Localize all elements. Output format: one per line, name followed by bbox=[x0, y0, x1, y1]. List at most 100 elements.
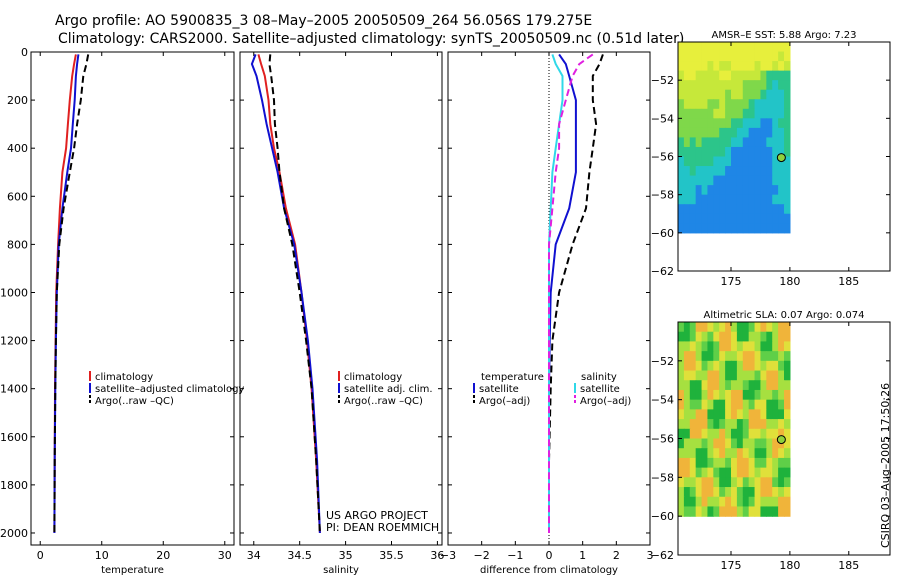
map-cell bbox=[678, 137, 685, 148]
map-cell bbox=[713, 166, 720, 177]
map-cell bbox=[736, 477, 744, 488]
map-cell bbox=[748, 99, 756, 110]
map-cell bbox=[701, 118, 709, 129]
map-cell bbox=[678, 360, 685, 372]
map-cell bbox=[707, 42, 714, 53]
map-cell bbox=[754, 467, 762, 478]
map-cell bbox=[701, 89, 709, 100]
map-cell bbox=[719, 166, 726, 177]
map-cell bbox=[707, 341, 714, 352]
map-cell bbox=[736, 428, 744, 440]
map-cell bbox=[695, 118, 703, 129]
y-tick-label: 1000 bbox=[0, 286, 28, 299]
map-cell bbox=[778, 166, 785, 177]
map-cell bbox=[766, 487, 773, 498]
map-cell bbox=[748, 331, 756, 343]
map-cell bbox=[748, 409, 756, 420]
map-cell bbox=[678, 438, 685, 449]
map-cell bbox=[760, 194, 767, 205]
map-cell bbox=[766, 194, 773, 205]
map-cell bbox=[701, 370, 709, 381]
map-cell bbox=[689, 496, 697, 508]
map-cell bbox=[683, 166, 691, 177]
x-tick-label: −1 bbox=[507, 549, 523, 562]
map-cell bbox=[725, 61, 732, 72]
map-cell bbox=[707, 70, 714, 81]
map-cell bbox=[695, 42, 703, 53]
map-cell bbox=[719, 80, 726, 91]
map-cell bbox=[689, 223, 697, 234]
map-cell bbox=[695, 322, 703, 333]
map-cell bbox=[719, 457, 726, 469]
map-cell bbox=[736, 70, 744, 81]
map-cell bbox=[784, 185, 791, 196]
map-cell bbox=[748, 80, 756, 91]
map-cell bbox=[754, 448, 762, 459]
map-cell bbox=[701, 156, 709, 167]
map-cell bbox=[725, 448, 732, 459]
map-cell bbox=[748, 477, 756, 488]
map-cell bbox=[695, 99, 703, 110]
map-cell bbox=[754, 213, 762, 224]
map-cell bbox=[689, 477, 697, 488]
y-tick-label: −60 bbox=[651, 227, 674, 240]
map-cell bbox=[725, 118, 732, 129]
map-cell bbox=[766, 448, 773, 459]
map-cell bbox=[748, 360, 756, 372]
map-cell bbox=[713, 380, 720, 391]
map-cell bbox=[719, 331, 726, 343]
map-cell bbox=[778, 89, 785, 100]
map-cell bbox=[678, 204, 685, 215]
map-cell bbox=[742, 61, 750, 72]
x-tick-label: 36 bbox=[430, 549, 444, 562]
map-cell bbox=[754, 409, 762, 420]
map-cell bbox=[766, 80, 773, 91]
map-cell bbox=[742, 438, 750, 449]
map-cell bbox=[748, 351, 756, 362]
map-cell bbox=[695, 146, 703, 158]
map-cell bbox=[683, 457, 691, 469]
map-cell bbox=[760, 399, 767, 410]
map-cell bbox=[719, 42, 726, 53]
map-cell bbox=[784, 175, 791, 186]
legend-label: satellite–adjusted climatology bbox=[95, 384, 244, 395]
map-cell bbox=[689, 448, 697, 459]
map-cell bbox=[719, 506, 726, 517]
map-cell bbox=[701, 341, 709, 352]
map-cell bbox=[719, 108, 726, 119]
map-cell bbox=[754, 80, 762, 91]
map-cell bbox=[678, 370, 685, 381]
map-cell bbox=[772, 51, 779, 62]
map-cell bbox=[719, 118, 726, 129]
map-cell bbox=[678, 477, 685, 488]
map-cell bbox=[772, 419, 779, 430]
map-cell bbox=[713, 331, 720, 343]
timestamp-stamp: CSIRO 03–Aug–2005 17:50:26 bbox=[879, 383, 892, 548]
map-cell bbox=[713, 399, 720, 410]
map-cell bbox=[748, 448, 756, 459]
map-cell bbox=[766, 380, 773, 391]
map-cell bbox=[678, 389, 685, 401]
map-cell bbox=[772, 185, 779, 196]
map-cell bbox=[719, 487, 726, 498]
map-cell bbox=[731, 146, 738, 158]
map-cell bbox=[760, 175, 767, 186]
y-tick-label: −56 bbox=[651, 151, 674, 164]
map-cell bbox=[766, 146, 773, 158]
map-cell bbox=[772, 42, 779, 53]
plot-frame bbox=[30, 51, 235, 546]
map-cell bbox=[748, 185, 756, 196]
map-cell bbox=[748, 487, 756, 498]
map-cell bbox=[766, 409, 773, 420]
map-cell bbox=[748, 127, 756, 139]
map-cell bbox=[784, 380, 791, 391]
map-cell bbox=[683, 428, 691, 440]
map-cell bbox=[760, 156, 767, 167]
map-cell bbox=[784, 118, 791, 129]
map-cell bbox=[731, 506, 738, 517]
map-cell bbox=[713, 467, 720, 478]
map-cell bbox=[689, 137, 697, 148]
map-cell bbox=[707, 360, 714, 372]
map-cell bbox=[784, 89, 791, 100]
